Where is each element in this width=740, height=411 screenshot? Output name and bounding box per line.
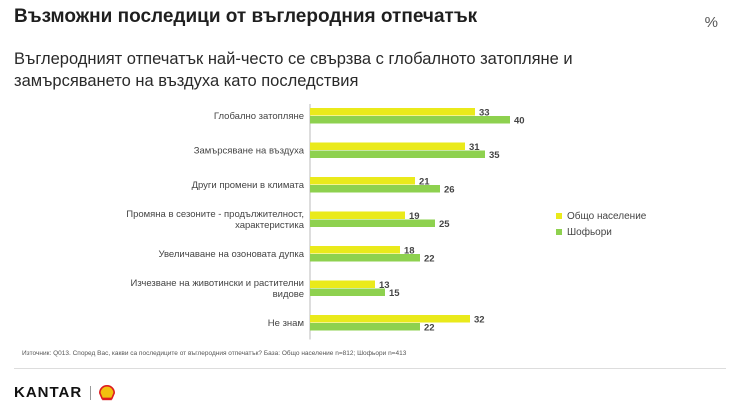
data-label: 13 xyxy=(379,280,390,291)
footer-divider xyxy=(14,368,726,369)
unit-label: % xyxy=(704,14,718,31)
data-label: 33 xyxy=(479,108,490,119)
data-label: 19 xyxy=(409,211,420,222)
data-label: 18 xyxy=(404,246,415,257)
data-label: 40 xyxy=(514,116,525,127)
bar-general xyxy=(310,108,475,116)
data-label: 26 xyxy=(444,185,455,196)
data-label: 31 xyxy=(469,142,480,153)
bar-drivers xyxy=(310,288,385,296)
legend-item-drivers: Шофьори xyxy=(556,224,646,240)
data-label: 32 xyxy=(474,315,485,326)
legend-swatch-general xyxy=(556,213,562,219)
legend-label-drivers: Шофьори xyxy=(567,226,612,238)
shell-logo-icon xyxy=(99,384,116,400)
category-label: Изчезване на животински и растителни видо… xyxy=(131,278,304,300)
bar-general xyxy=(310,246,400,254)
category-label: Замърсяване на въздуха xyxy=(194,146,305,157)
legend: Общо население Шофьори xyxy=(556,208,646,240)
data-label: 35 xyxy=(489,150,500,161)
legend-item-general: Общо население xyxy=(556,208,646,224)
data-label: 15 xyxy=(389,288,400,299)
logo-separator xyxy=(90,385,92,400)
data-label: 21 xyxy=(419,177,430,188)
chart-subtitle: Въглеродният отпечатък най-често се свър… xyxy=(14,50,573,90)
bar-general xyxy=(310,142,465,150)
chart-title: Възможни последици от въглеродния отпеча… xyxy=(14,6,478,27)
bar-drivers xyxy=(310,150,485,158)
data-label: 22 xyxy=(424,254,435,265)
kantar-logo: KANTAR xyxy=(14,384,83,401)
bar-general xyxy=(310,211,405,219)
bar-drivers xyxy=(310,254,420,262)
bar-drivers xyxy=(310,116,510,124)
source-note: Източник: Q013. Според Вас, какви са пос… xyxy=(22,350,407,357)
category-label: Глобално затопляне xyxy=(214,111,304,122)
legend-label-general: Общо население xyxy=(567,210,647,222)
data-label: 22 xyxy=(424,323,435,334)
bar-general xyxy=(310,315,470,323)
bar-general xyxy=(310,280,375,288)
legend-swatch-drivers xyxy=(556,229,562,235)
category-label: Други промени в климата xyxy=(192,180,305,191)
footer-brand: KANTAR xyxy=(14,384,116,401)
bar-drivers xyxy=(310,323,420,331)
category-label: Промяна в сезоните - продължителност, хар… xyxy=(126,209,304,231)
category-label: Не знам xyxy=(268,318,304,329)
category-label: Увеличаване на озоновата дупка xyxy=(158,249,304,260)
bar-drivers xyxy=(310,219,435,227)
bar-drivers xyxy=(310,185,440,193)
bar-chart: Глобално затопляне 33 40 Замърсяване на въз… xyxy=(126,104,525,340)
data-label: 25 xyxy=(439,219,450,230)
bar-general xyxy=(310,177,415,185)
